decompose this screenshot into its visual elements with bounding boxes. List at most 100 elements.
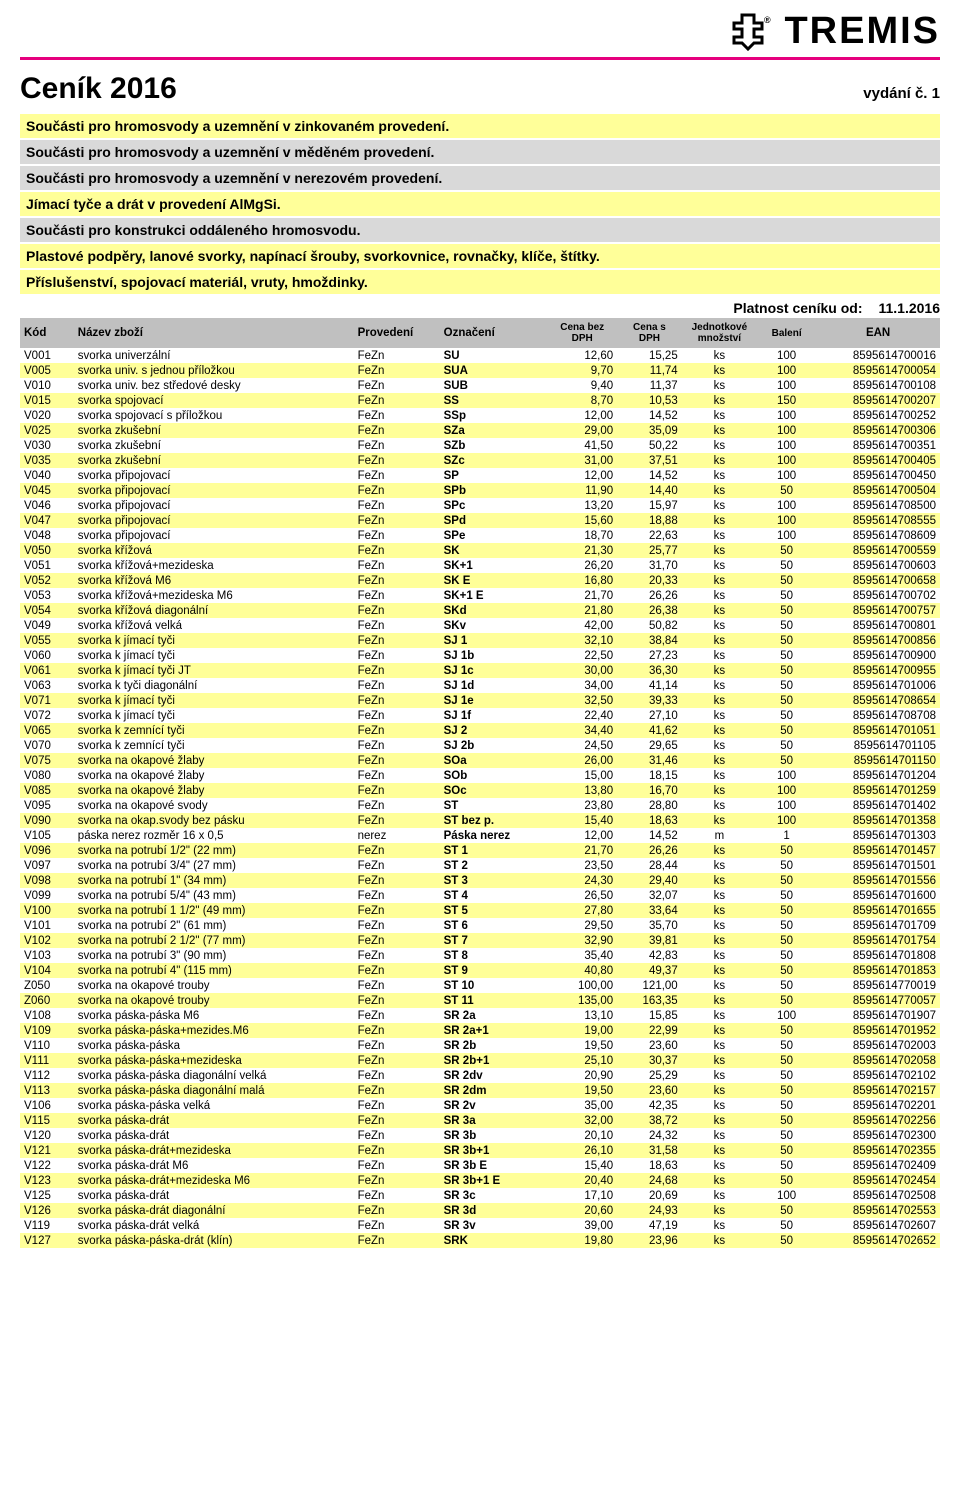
cell: 26,26 [617,843,682,858]
cell: 41,50 [547,438,617,453]
cell: Páska nerez [440,828,548,843]
cell: 8595614702409 [816,1158,940,1173]
cell: V090 [20,813,74,828]
cell: SR 3c [440,1188,548,1203]
cell: 8595614702256 [816,1113,940,1128]
cell: ks [682,903,757,918]
page-title: Ceník 2016 [20,72,177,106]
cell: 50 [757,873,816,888]
cell: 30,37 [617,1053,682,1068]
cell: V110 [20,1038,74,1053]
cell: V127 [20,1233,74,1248]
cell: svorka na potrubí 3/4" (27 mm) [74,858,354,873]
table-row: V121svorka páska-drát+mezideskaFeZnSR 3b… [20,1143,940,1158]
section-heading: Součásti pro hromosvody a uzemnění v měd… [20,140,940,164]
cell: 50 [757,1128,816,1143]
cell: 41,14 [617,678,682,693]
cell: 16,70 [617,783,682,798]
cell: SZc [440,453,548,468]
table-row: V115svorka páska-drátFeZnSR 3a32,0038,72… [20,1113,940,1128]
cell: svorka na potrubí 2 1/2" (77 mm) [74,933,354,948]
cell: 50 [757,738,816,753]
cell: svorka páska-páska diagonální velká [74,1068,354,1083]
cell: svorka na okapové svody [74,798,354,813]
cell: 28,80 [617,798,682,813]
cell: svorka páska-drát [74,1128,354,1143]
cell: 27,80 [547,903,617,918]
cell: 29,40 [617,873,682,888]
cell: 50 [757,1023,816,1038]
table-row: V120svorka páska-drátFeZnSR 3b20,1024,32… [20,1128,940,1143]
cell: 22,63 [617,528,682,543]
cell: 100 [757,363,816,378]
cell: 42,35 [617,1098,682,1113]
cell: FeZn [354,948,440,963]
cell: V060 [20,648,74,663]
cell: 19,00 [547,1023,617,1038]
cell: svorka křížová velká [74,618,354,633]
cell: 40,80 [547,963,617,978]
cell: 31,46 [617,753,682,768]
cell: 24,32 [617,1128,682,1143]
cell: ks [682,573,757,588]
table-row: Z060svorka na okapové troubyFeZnST 11135… [20,993,940,1008]
cell: 8595614700207 [816,393,940,408]
cell: ks [682,1023,757,1038]
cell: FeZn [354,543,440,558]
table-row: Z050svorka na okapové troubyFeZnST 10100… [20,978,940,993]
cell: 50 [757,1158,816,1173]
cell: 8595614700405 [816,453,940,468]
cell: svorka připojovací [74,468,354,483]
cell: V054 [20,603,74,618]
cell: FeZn [354,603,440,618]
cell: 150 [757,393,816,408]
cell: 12,00 [547,468,617,483]
cell: ks [682,603,757,618]
cell: SR 2v [440,1098,548,1113]
cell: ST 1 [440,843,548,858]
cell: SPb [440,483,548,498]
table-row: V055svorka k jímací tyčiFeZnSJ 132,1038,… [20,633,940,648]
cell: 50 [757,858,816,873]
cell: 50 [757,708,816,723]
cell: ks [682,1053,757,1068]
cell: V126 [20,1203,74,1218]
cell: SSp [440,408,548,423]
cell: 8595614701204 [816,768,940,783]
table-row: V050svorka křížováFeZnSK21,3025,77ks5085… [20,543,940,558]
cell: 8595614701457 [816,843,940,858]
cell: SOc [440,783,548,798]
table-row: V104svorka na potrubí 4" (115 mm)FeZnST … [20,963,940,978]
cell: svorka k jímací tyči [74,708,354,723]
cell: FeZn [354,1188,440,1203]
cell: ks [682,378,757,393]
cell: 36,30 [617,663,682,678]
cell: 100 [757,423,816,438]
cell: ks [682,783,757,798]
cell: ks [682,1233,757,1248]
cell: svorka křížová+mezideska M6 [74,588,354,603]
cell: FeZn [354,813,440,828]
cell: 8595614701150 [816,753,940,768]
cell: SUB [440,378,548,393]
cell: 24,68 [617,1173,682,1188]
table-row: V096svorka na potrubí 1/2" (22 mm)FeZnST… [20,843,940,858]
table-row: V049svorka křížová velkáFeZnSKv42,0050,8… [20,618,940,633]
cell: 21,70 [547,588,617,603]
cell: 50 [757,1098,816,1113]
section-heading: Příslušenství, spojovací materiál, vruty… [20,270,940,294]
cell: V108 [20,1008,74,1023]
cell: 8595614702454 [816,1173,940,1188]
cell: V071 [20,693,74,708]
cell: 50 [757,648,816,663]
table-row: V072svorka k jímací tyčiFeZnSJ 1f22,4027… [20,708,940,723]
cell: 21,70 [547,843,617,858]
cell: 35,40 [547,948,617,963]
cell: V046 [20,498,74,513]
cell: svorka páska-drát+mezideska M6 [74,1173,354,1188]
cell: ks [682,1188,757,1203]
cell: SK [440,543,548,558]
cell: 49,37 [617,963,682,978]
cell: SK E [440,573,548,588]
cell: ks [682,993,757,1008]
